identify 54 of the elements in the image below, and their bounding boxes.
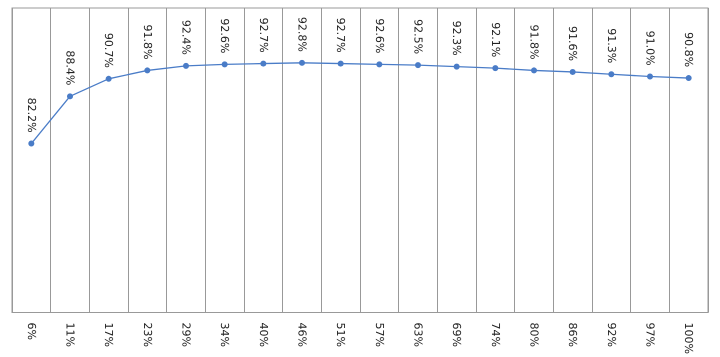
point — [67, 93, 73, 100]
data-label: 92.1% — [488, 22, 502, 58]
data-label: 92.6% — [372, 18, 386, 54]
x-tick-label: 11% — [64, 322, 76, 348]
point — [28, 140, 34, 147]
data-label: 91.3% — [604, 28, 618, 64]
point — [647, 74, 653, 80]
point — [531, 67, 537, 74]
data-label: 82.2% — [24, 98, 38, 133]
point — [183, 62, 189, 69]
data-label: 91.6% — [566, 26, 580, 61]
x-tick-label: 63% — [412, 322, 424, 348]
x-tick-label: 17% — [102, 322, 116, 348]
point — [106, 76, 112, 82]
x-tick-label: 80% — [528, 322, 540, 348]
data-label: 91.8% — [140, 24, 154, 60]
x-tick-label: 57% — [372, 322, 386, 348]
point — [376, 61, 382, 68]
x-tick-label: 92% — [604, 322, 618, 348]
data-label: 92.5% — [412, 19, 424, 54]
data-label: 92.7% — [334, 18, 348, 53]
x-tick-label: 46% — [296, 322, 308, 348]
point — [260, 60, 266, 67]
x-tick-label: 86% — [566, 322, 580, 348]
x-tick-label: 6% — [24, 322, 38, 340]
data-label: 92.8% — [296, 16, 308, 52]
x-tick-label: 40% — [256, 322, 270, 348]
point — [454, 64, 460, 70]
data-label: 92.3% — [450, 20, 464, 56]
data-label: 91.0% — [644, 30, 656, 66]
point — [686, 75, 692, 82]
data-label: 92.6% — [218, 18, 232, 54]
point — [415, 62, 421, 68]
x-tick-label: 29% — [180, 322, 192, 348]
data-label: 92.4% — [180, 20, 192, 55]
data-label: 90.7% — [102, 32, 116, 68]
point — [492, 65, 498, 72]
data-label: 91.8% — [528, 24, 540, 60]
point — [299, 60, 305, 66]
data-label: 90.8% — [682, 32, 696, 68]
point — [144, 67, 150, 74]
x-tick-label: 34% — [218, 322, 232, 348]
point — [338, 60, 344, 67]
data-label: 92.7% — [256, 18, 270, 53]
x-tick-label: 69% — [450, 322, 464, 348]
x-tick-label: 97% — [644, 322, 656, 348]
point — [222, 61, 228, 68]
x-tick-label: 23% — [140, 322, 154, 348]
x-tick-label: 74% — [488, 322, 502, 348]
data-label: 88.4% — [64, 50, 76, 86]
point — [608, 71, 614, 78]
x-tick-label: 51% — [334, 322, 348, 348]
point — [570, 68, 576, 75]
x-tick-label: 100% — [682, 322, 696, 354]
